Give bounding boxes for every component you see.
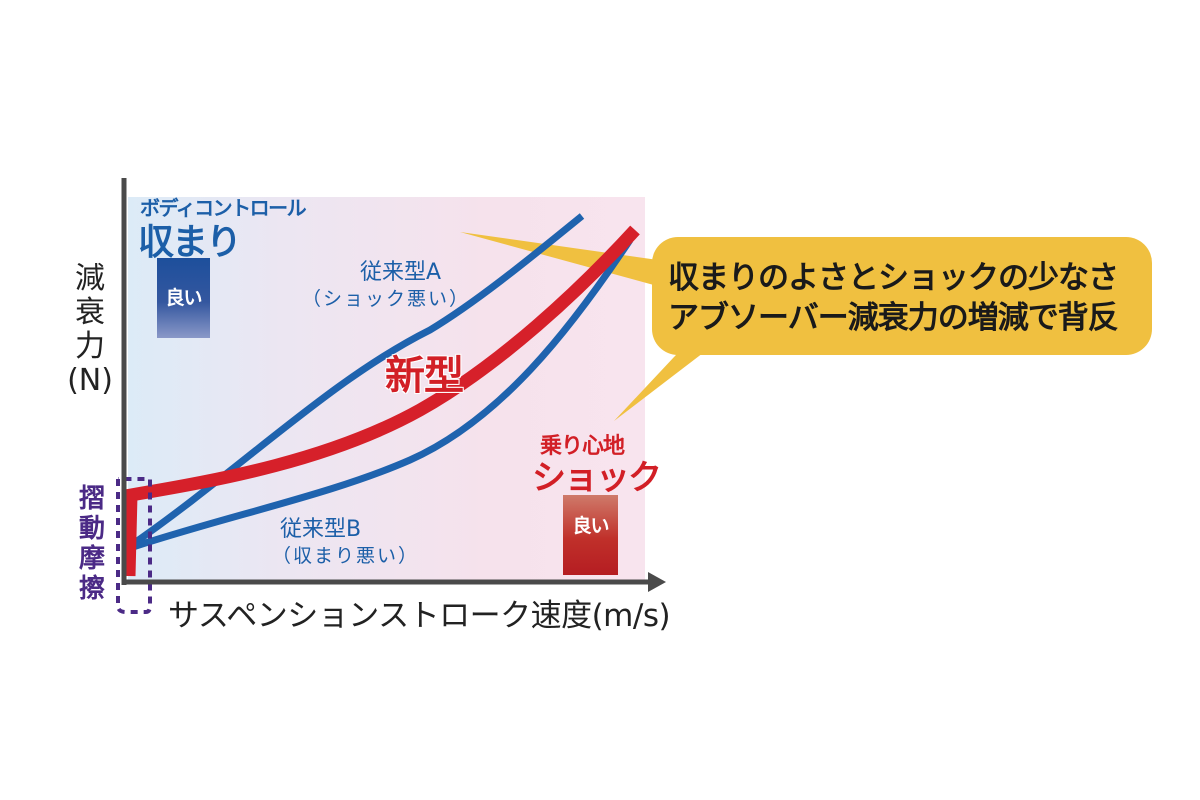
curve-new-type (122, 225, 640, 577)
x-axis-label: サスペンションストローク速度(m/s) (168, 598, 671, 634)
friction-zone-box (116, 477, 152, 614)
sliding-friction-label: 摺 動 摩 擦 (78, 484, 105, 604)
plot-area-background (128, 197, 645, 582)
callout-bubble-shape (460, 232, 1152, 421)
good-badge-settling: 良い (157, 258, 210, 338)
good-badge-shock: 良い (563, 495, 618, 575)
callout-text: 収まりのよさとショックの少なさ アブソーバー減衰力の増減で背反 (668, 258, 1148, 338)
y-axis-label: 減 衰 力 (N) (67, 261, 113, 398)
conventional-a-label: 従来型A (360, 260, 442, 285)
callout-line-2: アブソーバー減衰力の増減で背反 (668, 300, 1119, 336)
curve-conventional-b (128, 238, 633, 552)
body-control-label: ボディコントロール (140, 196, 307, 220)
callout-line-1: 収まりのよさとショックの少なさ (668, 260, 1119, 296)
conventional-b-label: 従来型B (280, 517, 362, 542)
settling-label: 収まり (138, 222, 242, 263)
new-type-label: 新型 (385, 353, 464, 399)
ride-comfort-label: 乗り心地 (540, 434, 625, 459)
conventional-b-note: （収まり悪い） (272, 545, 420, 567)
x-axis-arrowhead (648, 572, 666, 592)
shock-label: ショック (532, 458, 662, 498)
conventional-a-note: （ショック悪い） (302, 288, 471, 310)
